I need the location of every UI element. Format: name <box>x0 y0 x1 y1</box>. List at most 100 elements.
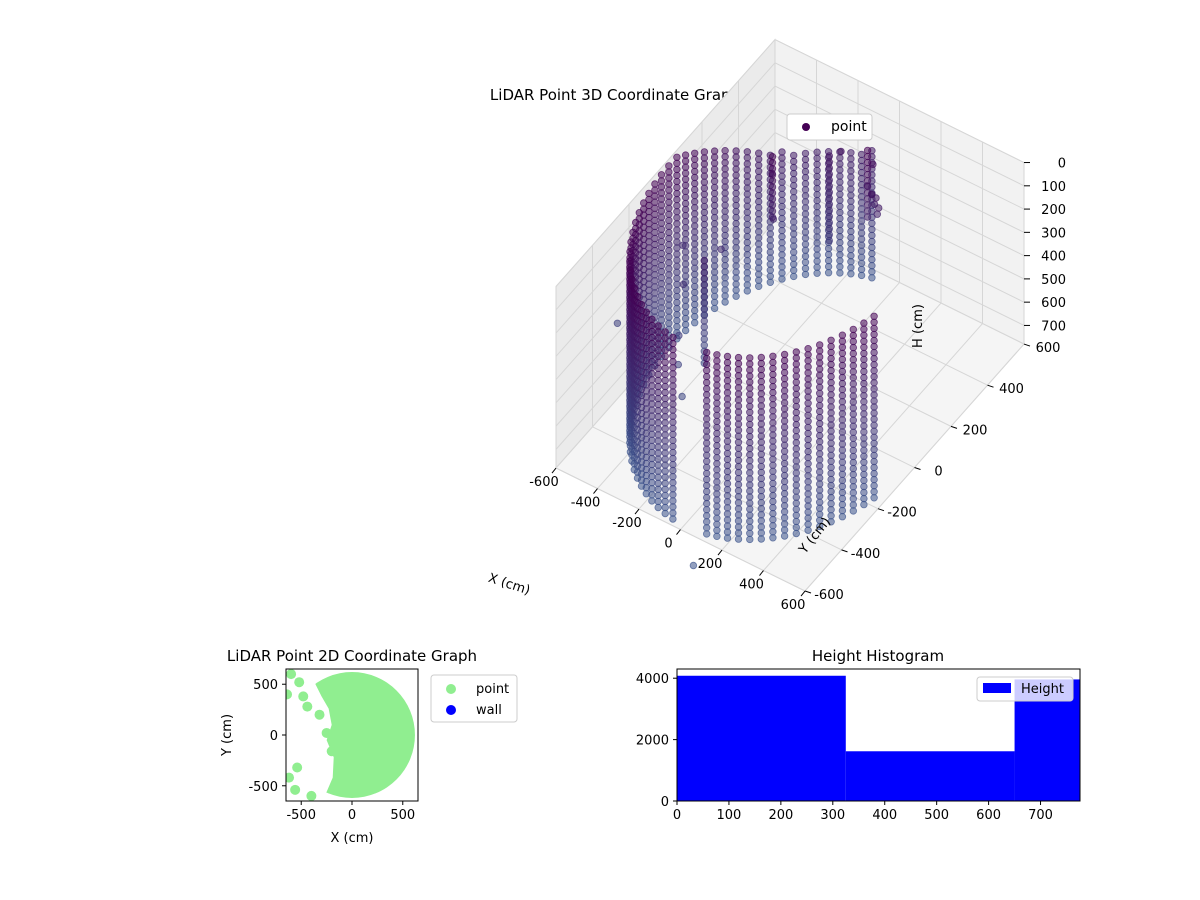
point-3d <box>816 347 824 355</box>
point-3d <box>873 210 881 218</box>
point-3d <box>804 417 812 425</box>
point-3d <box>691 319 699 327</box>
point-3d <box>700 208 709 217</box>
point-3d <box>769 485 777 494</box>
point-3d <box>665 222 673 231</box>
point-3d <box>838 470 847 478</box>
chart-histogram-title: Height Histogram <box>812 647 944 665</box>
point-3d <box>743 202 751 210</box>
point-3d <box>673 183 681 192</box>
point-3d <box>626 247 634 256</box>
point-3d <box>651 252 659 261</box>
point-3d <box>860 379 868 388</box>
point-3d <box>780 526 789 534</box>
point-3d <box>827 457 835 465</box>
legend-marker-2d-point <box>446 684 456 694</box>
point-3d <box>757 371 765 380</box>
x3d-tick <box>800 590 806 597</box>
point-3d <box>868 219 876 227</box>
point-3d <box>801 173 810 182</box>
point-3d <box>746 420 754 429</box>
point-3d <box>675 331 683 340</box>
point-3d <box>743 263 751 271</box>
point-3d <box>780 393 789 401</box>
point-3d <box>723 425 732 433</box>
point-3d <box>816 444 824 452</box>
point-3d <box>691 252 699 260</box>
point-3d <box>849 362 857 370</box>
point-3d <box>732 237 740 246</box>
point-3d <box>654 400 662 409</box>
point-3d <box>816 468 824 476</box>
point-3d <box>847 221 855 230</box>
point-3d <box>713 496 721 504</box>
point-3d <box>743 226 751 235</box>
point-3d <box>778 154 786 162</box>
y2d-tick-label: 0 <box>270 729 278 744</box>
point-3d <box>790 230 798 238</box>
point-3d <box>863 213 872 221</box>
point-3d <box>838 513 847 521</box>
point-3d <box>836 214 844 223</box>
point-3d <box>813 245 821 253</box>
point-3d <box>691 155 699 163</box>
point-3d <box>732 213 740 222</box>
point-3d <box>669 491 677 499</box>
point-3d <box>849 458 857 467</box>
point-3d <box>825 164 833 172</box>
point-3d <box>792 523 800 532</box>
point-3d <box>657 292 666 300</box>
point-3d <box>743 250 751 259</box>
point-3d <box>691 300 699 309</box>
point-3d <box>669 406 677 414</box>
point-3d <box>723 467 732 476</box>
point-3d <box>713 472 721 480</box>
point-3d <box>847 173 855 181</box>
point-3d <box>723 352 732 361</box>
point-3d <box>825 200 833 208</box>
point-3d <box>769 364 777 373</box>
x3d-tick-label: -400 <box>571 496 601 511</box>
point-3d <box>732 274 740 282</box>
point-3d <box>824 250 833 259</box>
point-3d <box>768 201 777 209</box>
point-3d <box>721 171 729 179</box>
point-3d <box>661 352 669 360</box>
point-3d <box>732 262 740 270</box>
point-3d <box>723 528 732 536</box>
point-3d <box>816 359 824 367</box>
point-3d <box>673 244 681 252</box>
point-3d <box>863 158 872 167</box>
x3d-tick-label: 200 <box>698 557 723 572</box>
point-3d <box>743 190 751 198</box>
point-3d <box>713 375 721 383</box>
point-3d <box>710 189 719 198</box>
point-3d <box>769 522 777 530</box>
point-3d <box>673 256 681 264</box>
point-3d <box>746 517 754 525</box>
point-3d <box>780 465 789 474</box>
point-3d <box>847 245 855 254</box>
point-3d <box>804 441 812 450</box>
chart-2d-ylabel: Y (cm) <box>220 714 235 757</box>
point-3d <box>847 161 855 169</box>
point-3d <box>681 266 690 274</box>
point-3d <box>804 393 812 401</box>
point-3d <box>710 213 719 222</box>
point-3d <box>857 271 866 280</box>
point-3d <box>769 534 777 542</box>
point-3d <box>661 340 669 348</box>
point-3d <box>838 482 847 491</box>
point-3d <box>700 172 709 180</box>
point-3d <box>838 361 847 370</box>
point-3d <box>778 190 786 198</box>
point-3d <box>651 216 659 224</box>
point-3d <box>673 220 681 228</box>
point-2d <box>292 762 303 773</box>
point-3d <box>875 204 883 212</box>
point-3d <box>816 504 824 512</box>
y3d-tick <box>841 549 848 553</box>
point-3d <box>792 414 800 423</box>
point-3d <box>721 183 729 191</box>
point-3d <box>780 489 789 498</box>
